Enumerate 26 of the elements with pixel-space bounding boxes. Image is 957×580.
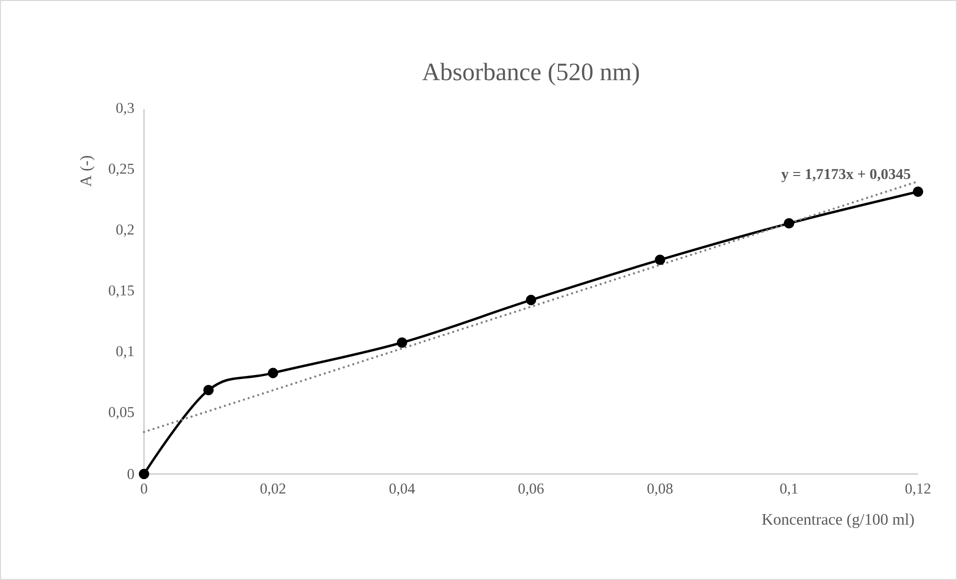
y-tick-label: 0,15 (108, 285, 134, 298)
chart-title: Absorbance (520 nm) (422, 62, 639, 86)
x-axis-title: Koncentrace (g/100 ml) (762, 513, 914, 528)
point (912, 186, 924, 197)
y-tick-label: 0 (128, 468, 134, 480)
point (654, 254, 666, 266)
y-tick-label: 0,2 (116, 224, 134, 237)
point (784, 218, 794, 229)
x-tick-label: 0,06 (518, 484, 544, 496)
y-tick-label: 0,1 (116, 346, 134, 358)
y-tick-label: 0,05 (108, 407, 134, 420)
x-tick-label: 0,12 (905, 484, 930, 496)
y-axis-title: A (-) (80, 156, 94, 187)
annotation: y = 1,7173x + 0,0345 (781, 168, 910, 182)
x-tick-label: 0,04 (389, 484, 415, 496)
x-tick-label: 0,08 (647, 484, 673, 496)
point (268, 368, 278, 378)
point (396, 337, 408, 348)
y-tick-label: 0,3 (116, 102, 134, 116)
x-tick-label: 0,02 (260, 484, 286, 496)
point (203, 384, 214, 396)
point (138, 468, 150, 480)
x-tick-label: 0,1 (780, 484, 798, 496)
point (526, 294, 536, 306)
y-tick-label: 0,25 (108, 164, 134, 176)
x-tick-label: 0 (140, 484, 148, 494)
